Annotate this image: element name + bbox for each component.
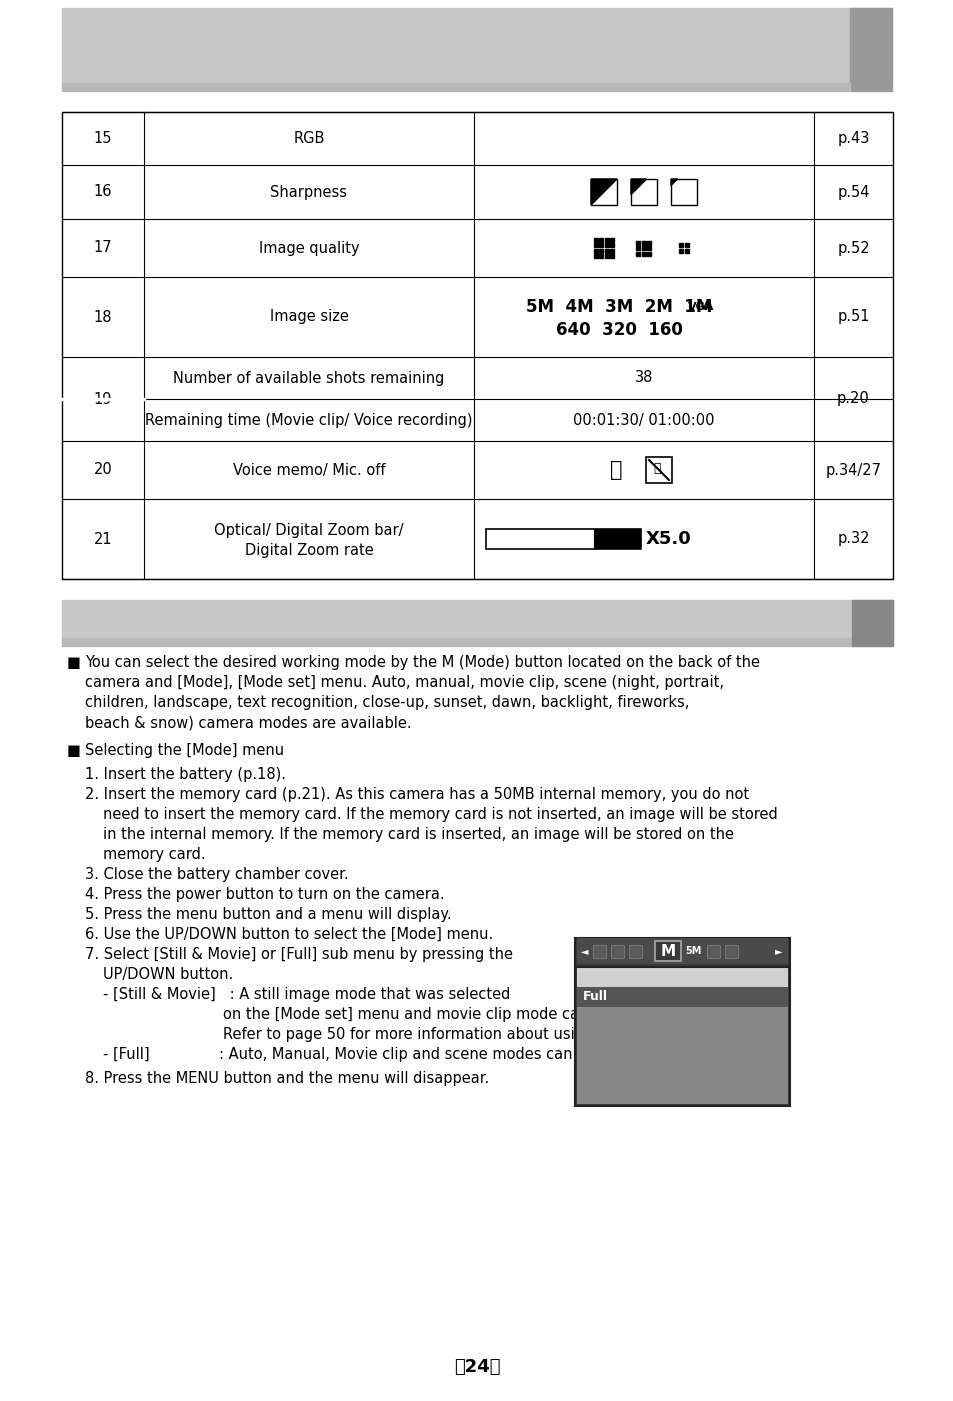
Bar <box>590 179 617 205</box>
Text: 640  320  160: 640 320 160 <box>555 321 681 339</box>
Text: 8. Press the MENU button and the menu will disappear.: 8. Press the MENU button and the menu wi… <box>85 1070 489 1086</box>
Text: 〈24〉: 〈24〉 <box>454 1358 499 1376</box>
Text: 5M  4M  3M  2M  1M: 5M 4M 3M 2M 1M <box>525 298 712 317</box>
Text: Voice memo/ Mic. off: Voice memo/ Mic. off <box>233 462 385 478</box>
Text: Digital Zoom rate: Digital Zoom rate <box>244 542 373 558</box>
Text: ■: ■ <box>67 743 81 758</box>
Bar <box>706 946 720 958</box>
Text: p.32: p.32 <box>837 531 869 546</box>
Bar <box>62 112 892 579</box>
Bar <box>594 530 640 549</box>
Text: memory card.: memory card. <box>103 848 206 862</box>
Text: p.43: p.43 <box>837 132 869 146</box>
Bar <box>577 1007 787 1104</box>
Text: 4. Press the power button to turn on the camera.: 4. Press the power button to turn on the… <box>85 887 444 902</box>
Text: 6. Use the UP/DOWN button to select the [Mode] menu.: 6. Use the UP/DOWN button to select the … <box>85 927 493 941</box>
Polygon shape <box>630 179 646 195</box>
Text: 1. Insert the battery (p.18).: 1. Insert the battery (p.18). <box>85 766 286 782</box>
Text: VGA: VGA <box>687 303 714 312</box>
Text: 19: 19 <box>93 391 112 406</box>
Text: You can select the desired working mode by the M (Mode) button located on the ba: You can select the desired working mode … <box>85 656 760 670</box>
Text: 18: 18 <box>93 310 112 325</box>
Text: Sharpness: Sharpness <box>271 185 347 199</box>
Text: ►: ► <box>774 946 781 955</box>
Text: p.51: p.51 <box>837 310 869 325</box>
Text: on the [Mode set] menu and movie clip mode can be selected.: on the [Mode set] menu and movie clip mo… <box>223 1007 681 1021</box>
Bar <box>630 179 657 205</box>
Text: 7. Select [Still & Movie] or [Full] sub menu by pressing the: 7. Select [Still & Movie] or [Full] sub … <box>85 947 513 962</box>
Bar <box>62 83 849 91</box>
Text: X5.0: X5.0 <box>645 530 691 548</box>
Text: Refer to page 50 for more information about using the [Mode set] menu.: Refer to page 50 for more information ab… <box>223 1027 756 1042</box>
Text: M: M <box>659 943 675 958</box>
Text: Image size: Image size <box>270 310 348 325</box>
Text: 00:01:30/ 01:00:00: 00:01:30/ 01:00:00 <box>573 412 714 427</box>
Text: 5. Press the menu button and a menu will display.: 5. Press the menu button and a menu will… <box>85 906 451 922</box>
Bar <box>577 986 787 1007</box>
Bar <box>577 967 787 986</box>
Polygon shape <box>590 179 617 205</box>
Bar <box>593 946 605 958</box>
Text: camera and [Mode], [Mode set] menu. Auto, manual, movie clip, scene (night, port: camera and [Mode], [Mode set] menu. Auto… <box>85 675 723 691</box>
Text: children, landscape, text recognition, close-up, sunset, dawn, backlight, firewo: children, landscape, text recognition, c… <box>85 695 689 710</box>
Text: p.52: p.52 <box>837 241 869 255</box>
Text: p.34/27: p.34/27 <box>824 462 881 478</box>
Bar <box>645 457 671 483</box>
Text: Optical/ Digital Zoom bar/: Optical/ Digital Zoom bar/ <box>214 524 403 538</box>
Text: 15: 15 <box>93 132 112 146</box>
Text: 5M: 5M <box>684 946 700 955</box>
Bar <box>62 637 851 646</box>
Text: 16: 16 <box>93 185 112 199</box>
Text: 20: 20 <box>93 462 112 478</box>
Text: p.20: p.20 <box>836 391 869 406</box>
Text: 3. Close the battery chamber cover.: 3. Close the battery chamber cover. <box>85 867 348 883</box>
Bar <box>849 8 891 91</box>
Text: - [Full]               : Auto, Manual, Movie clip and scene modes can be selecte: - [Full] : Auto, Manual, Movie clip and … <box>103 1047 666 1062</box>
Text: Image quality: Image quality <box>258 241 359 255</box>
Text: 17: 17 <box>93 241 112 255</box>
Bar <box>62 600 892 637</box>
Text: need to insert the memory card. If the memory card is not inserted, an image wil: need to insert the memory card. If the m… <box>103 807 777 822</box>
Text: ◄: ◄ <box>580 946 588 955</box>
Text: - [Still & Movie]   : A still image mode that was selected: - [Still & Movie] : A still image mode t… <box>103 986 510 1002</box>
Text: Number of available shots remaining: Number of available shots remaining <box>173 370 444 385</box>
Bar <box>485 530 640 549</box>
Text: p.54: p.54 <box>837 185 869 199</box>
Text: 🎤: 🎤 <box>653 462 660 475</box>
Text: Selecting the [Mode] menu: Selecting the [Mode] menu <box>85 743 284 758</box>
Polygon shape <box>670 179 677 185</box>
Text: ■: ■ <box>67 656 81 670</box>
Text: 🎤: 🎤 <box>609 460 621 481</box>
Bar <box>851 600 892 646</box>
Bar <box>655 941 680 961</box>
Text: 21: 21 <box>93 531 112 546</box>
Text: RGB: RGB <box>293 132 324 146</box>
Bar <box>628 946 641 958</box>
Bar <box>610 946 623 958</box>
Text: beach & snow) camera modes are available.: beach & snow) camera modes are available… <box>85 715 411 730</box>
Text: Remaining time (Movie clip/ Voice recording): Remaining time (Movie clip/ Voice record… <box>145 412 473 427</box>
Bar <box>577 939 787 964</box>
Bar <box>62 8 891 83</box>
Bar <box>575 939 789 1105</box>
Text: 38: 38 <box>634 370 653 385</box>
Text: UP/DOWN button.: UP/DOWN button. <box>103 967 233 982</box>
Text: 2. Insert the memory card (p.21). As this camera has a 50MB internal memory, you: 2. Insert the memory card (p.21). As thi… <box>85 787 748 801</box>
Text: Full: Full <box>582 991 607 1003</box>
Bar <box>670 179 697 205</box>
Bar <box>724 946 738 958</box>
Text: in the internal memory. If the memory card is inserted, an image will be stored : in the internal memory. If the memory ca… <box>103 827 733 842</box>
